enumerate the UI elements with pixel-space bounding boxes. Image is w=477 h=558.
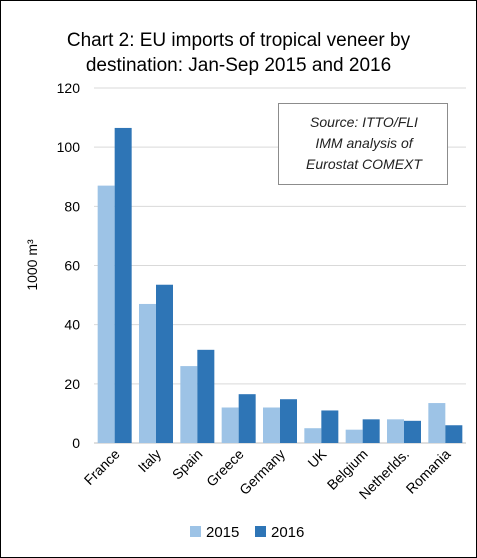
y-tick-label: 120	[57, 80, 81, 96]
y-tick-label: 60	[64, 258, 80, 274]
legend-swatch-2016	[255, 526, 266, 537]
source-line-1: Source: ITTO/FLI	[279, 114, 449, 130]
y-axis-label: 1000 m³	[24, 239, 40, 291]
bar-2016-italy	[156, 285, 173, 443]
legend-label-2016: 2016	[271, 524, 304, 541]
bar-2015-spain	[180, 366, 197, 443]
y-tick-label: 80	[64, 198, 80, 214]
bar-2016-netherlds-	[404, 421, 421, 443]
y-tick-labels: 0 20 40 60 80 100 120	[57, 80, 81, 451]
x-tick-label: Italy	[135, 446, 164, 475]
bar-2015-italy	[139, 304, 156, 443]
y-tick-label: 40	[64, 317, 80, 333]
bar-2015-romania	[428, 403, 445, 443]
y-tick-label: 100	[57, 139, 81, 155]
legend-label-2015: 2015	[206, 524, 239, 541]
x-tick-label: Germany	[236, 446, 288, 498]
source-annotation: Source: ITTO/FLI IMM analysis of Eurosta…	[278, 103, 448, 185]
bar-2015-greece	[222, 408, 239, 444]
bar-2016-romania	[445, 425, 462, 443]
x-tick-label: France	[81, 446, 123, 488]
legend-swatch-2015	[190, 526, 201, 537]
bar-2016-france	[115, 128, 132, 443]
y-tick-label: 20	[64, 376, 80, 392]
bar-2015-uk	[304, 428, 321, 443]
x-tick-label: Spain	[169, 446, 206, 483]
bar-2016-uk	[321, 410, 338, 443]
legend: 2015 2016	[190, 524, 304, 541]
bar-2015-netherlds-	[387, 419, 404, 443]
source-line-3: Eurostat COMEXT	[279, 156, 449, 172]
bar-2016-spain	[197, 350, 214, 443]
x-tick-label: Romania	[403, 446, 454, 497]
y-tick-label: 0	[72, 435, 80, 451]
bar-2015-belgium	[346, 430, 363, 443]
bar-2016-germany	[280, 399, 297, 443]
bar-2015-germany	[263, 408, 280, 444]
bar-2016-greece	[239, 394, 256, 443]
bar-2016-belgium	[363, 419, 380, 443]
bar-2015-france	[98, 186, 115, 443]
x-tick-label: UK	[304, 445, 330, 471]
source-line-2: IMM analysis of	[279, 135, 449, 151]
